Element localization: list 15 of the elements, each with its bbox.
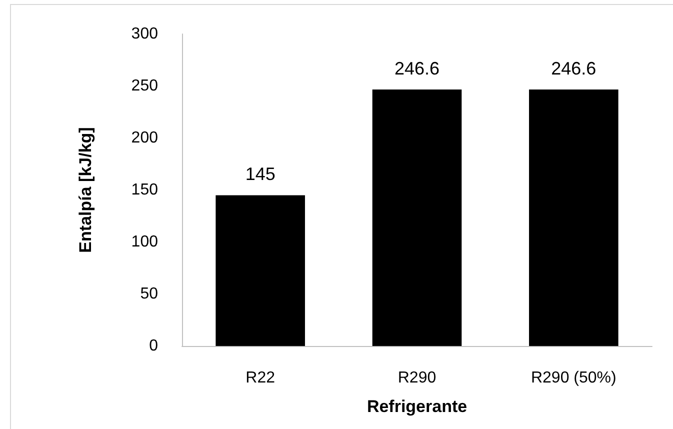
x-axis-title: Refrigerante [366,397,468,416]
y-tick-label: 150 [131,182,158,198]
y-tick-label: 200 [131,130,158,146]
y-tick-label: 250 [131,78,158,94]
y-tick-label: 100 [131,234,158,250]
y-tick-label: 300 [131,26,158,42]
y-axis-title: Entalpía [kJ/kg] [76,127,95,253]
y-tick-label: 50 [140,286,158,302]
data-label: 246.6 [551,58,596,79]
x-tick-label: R290 (50%) [530,370,616,386]
data-label: 246.6 [394,58,440,79]
x-tick-label: R290 [398,370,436,386]
y-tick-label: 0 [149,338,158,354]
data-label: 145 [245,164,276,184]
x-tick-label: R22 [246,370,276,386]
